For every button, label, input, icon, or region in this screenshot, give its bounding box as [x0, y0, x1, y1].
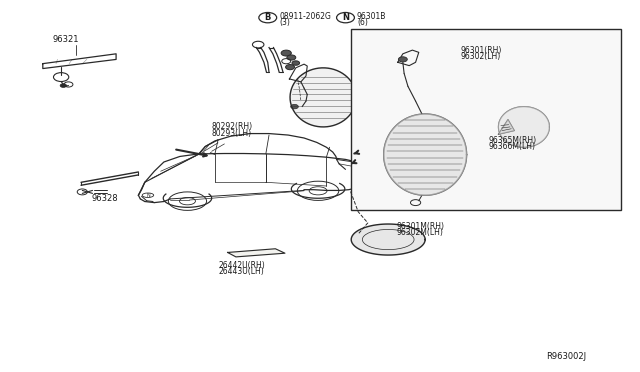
Polygon shape [384, 114, 467, 195]
Text: 96301B: 96301B [357, 12, 387, 22]
Text: 26443U(LH): 26443U(LH) [218, 267, 264, 276]
Circle shape [398, 57, 407, 62]
Polygon shape [290, 68, 356, 127]
Text: B: B [264, 13, 271, 22]
Circle shape [292, 61, 300, 65]
Circle shape [287, 55, 296, 60]
Text: 08911-2062G: 08911-2062G [279, 12, 331, 22]
Polygon shape [499, 107, 549, 147]
Text: 96301M(RH): 96301M(RH) [396, 222, 444, 231]
Polygon shape [351, 224, 425, 255]
Text: 96366M(LH): 96366M(LH) [489, 142, 536, 151]
Circle shape [60, 84, 67, 87]
Text: 96365M(RH): 96365M(RH) [489, 137, 537, 145]
Text: (6): (6) [357, 18, 368, 27]
Text: 26442U(RH): 26442U(RH) [218, 261, 265, 270]
Circle shape [281, 50, 291, 56]
Circle shape [285, 64, 294, 70]
Text: R963002J: R963002J [546, 352, 586, 361]
Polygon shape [228, 249, 285, 257]
Text: N: N [146, 193, 150, 198]
Text: 96302M(LH): 96302M(LH) [396, 228, 444, 237]
Text: 80293(LH): 80293(LH) [212, 129, 252, 138]
Text: 96301(RH): 96301(RH) [460, 46, 502, 55]
Text: 80292(RH): 80292(RH) [212, 122, 253, 131]
Text: 96321: 96321 [53, 35, 79, 44]
Text: (3): (3) [279, 18, 290, 27]
Bar [351, 29, 621, 210]
Circle shape [291, 105, 298, 109]
Text: N: N [342, 13, 349, 22]
Text: 96328: 96328 [92, 195, 118, 203]
Text: 96302(LH): 96302(LH) [460, 52, 500, 61]
Polygon shape [499, 119, 515, 134]
